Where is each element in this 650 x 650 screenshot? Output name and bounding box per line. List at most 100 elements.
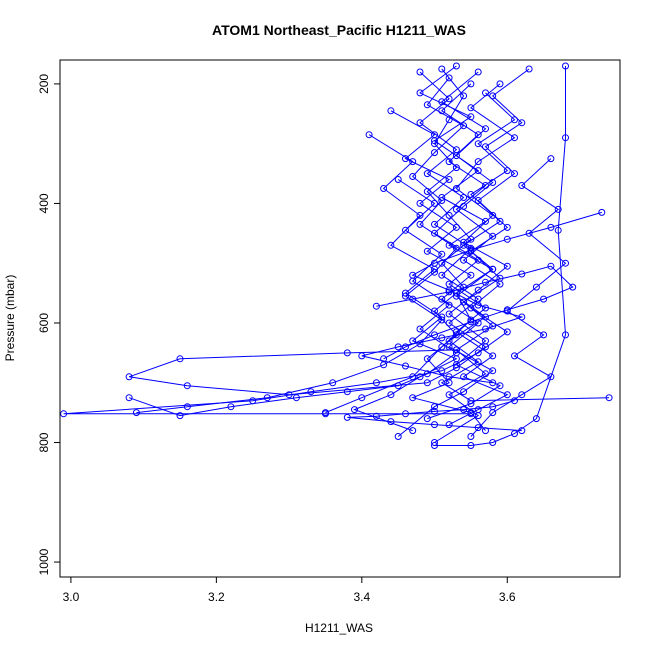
series-line <box>128 71 487 396</box>
series-10 <box>125 176 460 420</box>
data-point <box>489 439 497 446</box>
data-point <box>452 244 460 252</box>
data-point <box>431 220 438 228</box>
data-point <box>438 316 446 324</box>
data-point <box>438 107 446 115</box>
data-point <box>183 382 191 390</box>
data-point <box>460 256 468 264</box>
data-point <box>511 170 518 178</box>
data-point <box>452 205 460 213</box>
data-point <box>474 424 482 432</box>
data-point <box>132 409 140 417</box>
data-point <box>409 271 417 279</box>
data-point <box>365 131 373 139</box>
data-point <box>474 349 482 357</box>
data-point <box>489 403 497 411</box>
data-point <box>409 158 417 166</box>
data-point <box>467 271 475 279</box>
y-tick-label: 600 <box>37 313 51 333</box>
data-point <box>438 379 446 387</box>
data-point <box>496 382 504 390</box>
data-point <box>482 89 489 97</box>
data-point <box>460 406 468 414</box>
data-point <box>460 298 468 306</box>
data-point <box>474 167 482 175</box>
data-point <box>387 241 395 249</box>
data-point <box>423 379 431 387</box>
data-point <box>496 80 504 88</box>
data-point <box>489 379 497 387</box>
data-point <box>431 131 438 139</box>
series-line <box>440 92 610 402</box>
y-tick-label: 1000 <box>37 548 51 575</box>
data-point <box>438 197 446 204</box>
x-tick-label: 3.2 <box>208 590 225 604</box>
series-line <box>434 68 530 443</box>
series-9 <box>132 74 468 417</box>
data-point <box>489 265 497 273</box>
data-point <box>452 146 460 154</box>
data-point <box>445 211 453 219</box>
data-point <box>467 235 475 243</box>
data-point <box>431 403 438 411</box>
data-point <box>445 95 453 103</box>
data-point <box>452 185 460 192</box>
data-point <box>380 185 388 192</box>
data-point <box>467 304 475 312</box>
series-line <box>136 77 465 414</box>
data-point <box>467 397 475 405</box>
data-point <box>460 194 468 201</box>
data-point <box>503 262 511 270</box>
data-point <box>438 271 446 279</box>
series-line <box>361 211 602 384</box>
data-point <box>394 343 402 351</box>
data-point <box>562 62 569 70</box>
data-point <box>503 235 511 243</box>
data-point <box>562 331 569 339</box>
data-point <box>467 104 475 112</box>
data-point <box>474 140 482 148</box>
data-point <box>460 373 468 381</box>
data-point <box>416 373 424 381</box>
data-point <box>474 197 482 204</box>
data-point <box>474 131 482 139</box>
data-point <box>445 337 453 345</box>
data-point <box>547 373 555 381</box>
series-3 <box>322 62 497 417</box>
data-point <box>562 134 569 142</box>
data-point <box>416 325 424 333</box>
data-point <box>460 388 468 396</box>
data-point <box>431 421 438 429</box>
data-point <box>503 306 511 314</box>
data-point <box>445 391 453 399</box>
data-point <box>525 65 533 73</box>
data-point <box>431 268 438 276</box>
data-point <box>503 167 511 175</box>
data-point <box>387 107 395 115</box>
data-point <box>438 250 446 258</box>
x-tick-label: 3.6 <box>499 590 516 604</box>
data-point <box>125 394 133 402</box>
data-point <box>372 302 380 310</box>
data-point <box>605 394 613 402</box>
data-point <box>445 158 453 166</box>
data-point <box>482 143 489 151</box>
data-point <box>416 89 424 97</box>
series-line <box>411 68 486 431</box>
series-line <box>63 83 509 415</box>
data-point <box>562 259 569 267</box>
y-axis-label: Pressure (mbar) <box>3 275 17 362</box>
data-point <box>467 246 475 254</box>
data-point <box>358 394 366 402</box>
data-point <box>431 149 438 157</box>
series-layer <box>60 62 613 449</box>
data-point <box>445 288 453 296</box>
data-point <box>227 403 235 411</box>
data-point <box>511 397 518 405</box>
data-point <box>554 205 562 213</box>
x-axis: 3.0 3.2 3.4 3.6 <box>63 577 516 604</box>
data-point <box>402 226 409 234</box>
data-point <box>518 182 526 189</box>
data-point <box>394 176 402 183</box>
